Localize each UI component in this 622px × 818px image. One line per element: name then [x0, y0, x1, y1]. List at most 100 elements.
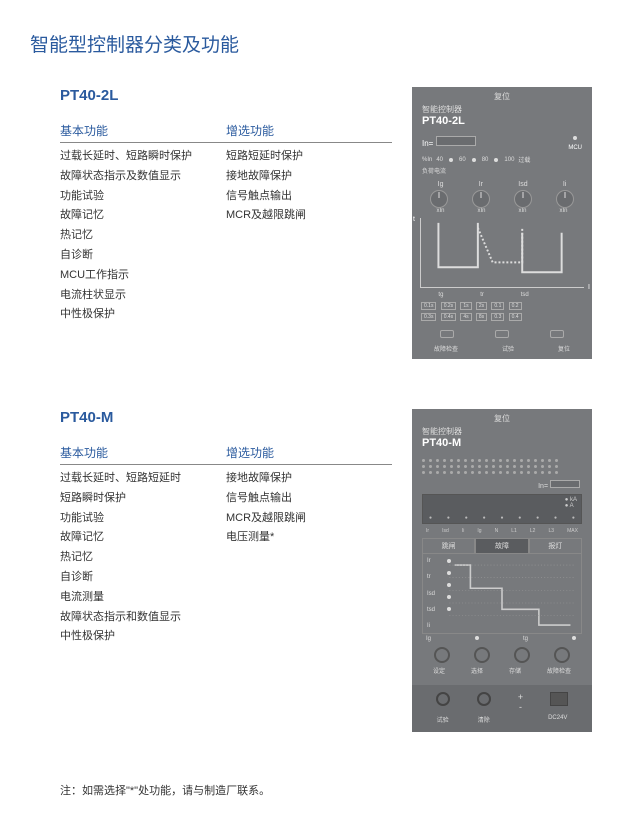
dial-ir: [472, 190, 490, 208]
feature-item: 中性极保护: [60, 627, 226, 647]
seg-box: 2s: [476, 302, 487, 310]
in-label: In=: [538, 483, 548, 490]
feature-item: 电流测量: [60, 588, 226, 608]
panel-model: PT40-M: [422, 437, 582, 449]
in-label: In=: [422, 139, 433, 148]
feature-item: MCR及越限跳闸: [226, 509, 392, 529]
mcu-label: MCU: [568, 145, 582, 151]
trip-curve-diagram: t I: [420, 218, 584, 288]
tg-label: tg: [523, 636, 528, 642]
reset-label: 复位: [412, 91, 592, 102]
feature-item: 短路瞬时保护: [60, 489, 226, 509]
time-label: tg: [438, 292, 443, 298]
seg-box: 0.1: [491, 302, 504, 310]
bottom-control-area: + - 试验 清除 DC24V: [412, 685, 592, 732]
led-icon: [447, 559, 451, 563]
text-column: PT40-2L 基本功能 过载长延时、短路瞬时保护 故障状态指示及数值显示 功能…: [60, 87, 412, 359]
basic-features-col: 基本功能 过载长延时、短路瞬时保护 故障状态指示及数值显示 功能试验 故障记忆 …: [60, 122, 226, 325]
section-pt40-m: PT40-M 基本功能 过载长延时、短路短延时 短路瞬时保护 功能试验 故障记忆…: [30, 409, 592, 732]
feature-item: 接地故障保护: [226, 167, 392, 187]
dial-label: 试验: [437, 715, 449, 724]
led-icon: [447, 583, 451, 587]
panel-model: PT40-2L: [422, 115, 582, 127]
unit-label: A: [570, 503, 574, 509]
load-led-row: %In 40 60 80 100 过载: [412, 153, 592, 166]
optional-header: 增选功能: [226, 444, 392, 465]
feature-item: 中性极保护: [60, 305, 226, 325]
test-button: [495, 330, 509, 338]
device-image-col: 复位 智能控制器 PT40-2L In= MCU %In 40 60 80 10…: [412, 87, 592, 359]
dial-label: 选择: [471, 666, 483, 675]
controller-panel-2l: 复位 智能控制器 PT40-2L In= MCU %In 40 60 80 10…: [412, 87, 592, 359]
dial-test: [436, 692, 450, 706]
dial-label: DC24V: [548, 715, 567, 724]
axis-t: t: [413, 216, 415, 223]
ig-label: Ig: [426, 636, 431, 642]
dial-fault-check: [554, 647, 570, 663]
in-value-box: [436, 136, 476, 146]
section-pt40-2l: PT40-2L 基本功能 过载长延时、短路瞬时保护 故障状态指示及数值显示 功能…: [30, 87, 592, 359]
reset-button: [550, 330, 564, 338]
xin-label: xIn: [559, 208, 567, 214]
xin-label: xIn: [518, 208, 526, 214]
dial-label: 故障检查: [547, 666, 571, 675]
in-value-box: [550, 480, 580, 488]
feature-item: 自诊断: [60, 246, 226, 266]
btn-label: 复位: [558, 344, 570, 353]
basic-header: 基本功能: [60, 122, 226, 143]
basic-features-col: 基本功能 过载长延时、短路短延时 短路瞬时保护 功能试验 故障记忆 热记忆 自诊…: [60, 444, 226, 647]
trip-curve-diagram: Ir tr Isd tsd Ii: [422, 554, 582, 634]
panel-subtitle: 智能控制器: [422, 426, 582, 437]
feature-item: 功能试验: [60, 187, 226, 207]
feature-item: 故障状态指示和数值显示: [60, 608, 226, 628]
btn-label: 试验: [502, 344, 514, 353]
feature-item: 热记忆: [60, 548, 226, 568]
pct-val: 100: [504, 157, 514, 163]
dial-isd: [514, 190, 532, 208]
led-icon: [447, 571, 451, 575]
display-led-labels: IrIsdIiIgNL1L2L3MAX: [412, 528, 592, 534]
dial-label: 存储: [509, 666, 521, 675]
curve-label: Ii: [563, 181, 567, 188]
time-label: tr: [480, 292, 484, 298]
dial-store: [514, 647, 530, 663]
text-column: PT40-M 基本功能 过载长延时、短路短延时 短路瞬时保护 功能试验 故障记忆…: [60, 409, 412, 732]
dial-select: [474, 647, 490, 663]
optional-features-col: 增选功能 接地故障保护 信号触点输出 MCR及越限跳闸 电压测量*: [226, 444, 392, 647]
seg-box: 0.4s: [441, 313, 456, 321]
xin-label: xIn: [436, 208, 444, 214]
feature-item: 电压测量*: [226, 528, 392, 548]
dc-port: [550, 692, 568, 706]
feature-item: 故障状态指示及数值显示: [60, 167, 226, 187]
time-label: tsd: [521, 292, 529, 298]
feature-item: 故障记忆: [60, 528, 226, 548]
model-title: PT40-M: [60, 409, 392, 426]
optional-features-col: 增选功能 短路短延时保护 接地故障保护 信号触点输出 MCR及越限跳闸: [226, 122, 392, 325]
dial-ig: [430, 190, 448, 208]
feature-item: 信号触点输出: [226, 187, 392, 207]
curve-label: Ir: [479, 181, 483, 188]
feature-item: 过载长延时、短路瞬时保护: [60, 147, 226, 167]
tab-alarm: 报灯: [529, 538, 582, 554]
tab-trip: 跳闸: [422, 538, 475, 554]
feature-item: 电流柱状显示: [60, 286, 226, 306]
curve-svg: [421, 218, 584, 287]
page-title: 智能型控制器分类及功能: [30, 30, 592, 57]
feature-item: 过载长延时、短路短延时: [60, 469, 226, 489]
pct-val: 40: [436, 157, 443, 163]
feature-item: 接地故障保护: [226, 469, 392, 489]
seg-box: 0.2s: [441, 302, 456, 310]
seg-box: 0.3s: [421, 313, 436, 321]
feature-item: 短路短延时保护: [226, 147, 392, 167]
feature-item: 功能试验: [60, 509, 226, 529]
digital-display: ● kA● A ●●●●●●●●●: [422, 494, 582, 524]
dial-label: 清除: [478, 715, 490, 724]
pct-label: %In: [422, 157, 432, 163]
minus-label: -: [519, 702, 522, 712]
basic-header: 基本功能: [60, 444, 226, 465]
seg-box: 8s: [476, 313, 487, 321]
panel-subtitle: 智能控制器: [422, 104, 582, 115]
tab-fault: 故障: [475, 538, 528, 554]
dial-set: [434, 647, 450, 663]
axis-i: I: [588, 284, 590, 291]
